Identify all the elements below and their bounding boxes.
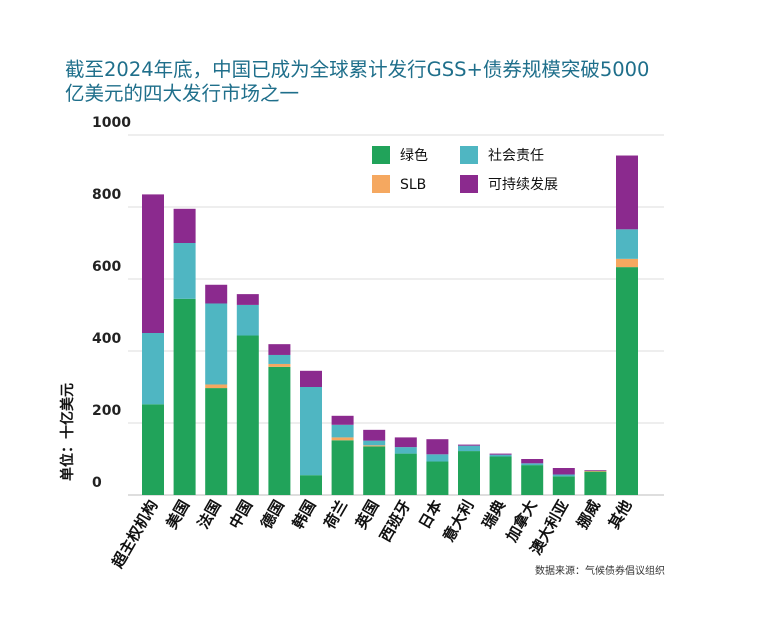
bar-segment: [426, 461, 449, 495]
bar-segment: [300, 475, 322, 495]
bar-segment: [584, 471, 607, 495]
bar-segment: [363, 446, 386, 495]
legend-label: 可持续发展: [488, 176, 558, 193]
x-category-label: 西班牙: [376, 497, 414, 545]
y-tick-label: 800: [92, 187, 121, 203]
bar-segment: [489, 454, 512, 457]
bar-segment: [331, 437, 354, 441]
bar-segment: [300, 387, 322, 476]
bar-segment: [394, 453, 417, 495]
chart-title-line-1: 截至2024年底，中国已成为全球累计发行GSS+债券规模突破5000: [65, 58, 650, 81]
bar-segment: [268, 354, 291, 364]
x-category-label: 其他: [605, 497, 636, 532]
bar-segment: [205, 388, 228, 495]
y-tick-label: 200: [92, 403, 121, 419]
y-tick-label: 400: [92, 331, 121, 347]
bar-segment: [552, 468, 575, 475]
x-category-label: 英国: [352, 497, 383, 532]
x-category-label: 德国: [257, 497, 288, 532]
bar-segment: [142, 404, 164, 495]
bar-segment: [300, 370, 322, 387]
bar-segment: [173, 208, 196, 243]
bar-segment: [205, 303, 228, 385]
bar-segment: [236, 335, 259, 495]
bar-segment: [205, 284, 228, 304]
bar-segment: [584, 470, 607, 472]
bar-segment: [363, 440, 386, 446]
y-tick-label: 0: [92, 475, 102, 491]
bar-segment: [426, 454, 449, 462]
bar-segment: [142, 194, 164, 333]
x-category-label: 法国: [194, 497, 225, 532]
bar-segment: [521, 465, 544, 495]
legend-label: 绿色: [400, 147, 428, 164]
bar-segment: [236, 304, 259, 336]
bar-segment: [521, 459, 544, 464]
bar-segment: [584, 470, 607, 471]
legend-swatch: [460, 175, 478, 193]
bar-segment: [394, 437, 417, 448]
bar-segment: [205, 384, 228, 389]
bar-segment: [458, 451, 480, 495]
legend-swatch: [460, 146, 478, 164]
bar-segment: [331, 424, 354, 438]
legend-swatch: [372, 175, 390, 193]
x-category-label: 意大利: [439, 497, 477, 545]
bar-segment: [521, 463, 544, 466]
x-category-label: 超主权机构: [108, 497, 162, 572]
bar-segment: [616, 267, 638, 495]
bar-segment: [268, 363, 291, 367]
legend-label: 社会责任: [488, 148, 544, 164]
bar-segment: [616, 258, 638, 268]
bar-segment: [616, 229, 638, 259]
bar-segment: [426, 439, 449, 455]
y-tick-label: 600: [92, 259, 121, 275]
y-axis-label: 单位：十亿美元: [59, 383, 76, 481]
data-source-note: 数据来源：气候债券倡议组织: [535, 566, 665, 577]
bar-segment: [489, 456, 512, 495]
bar-segment: [173, 243, 196, 299]
x-category-label: 挪威: [573, 497, 604, 532]
bar-segment: [268, 366, 291, 495]
bar-segment: [363, 429, 386, 441]
chart-title: 截至2024年底，中国已成为全球累计发行GSS+债券规模突破5000 亿美元的四…: [65, 58, 705, 106]
bar-segment: [331, 415, 354, 425]
x-category-label: 美国: [162, 497, 193, 532]
bar-segment: [268, 344, 291, 355]
legend-swatch: [372, 146, 390, 164]
x-category-label: 中国: [226, 497, 257, 532]
x-category-label: 荷兰: [320, 497, 351, 532]
x-category-label: 瑞典: [478, 497, 509, 532]
bar-segment: [331, 440, 354, 495]
bar-segment: [616, 155, 638, 230]
bar-segment: [142, 333, 164, 405]
y-tick-label: 1000: [92, 115, 131, 131]
chart-title-line-2: 亿美元的四大发行市场之一: [65, 82, 300, 105]
bar-segment: [363, 445, 386, 447]
bar-segment: [489, 453, 512, 455]
bar-segment: [394, 447, 417, 454]
x-category-label: 韩国: [289, 497, 320, 532]
bar-segment: [458, 444, 480, 446]
x-category-label: 日本: [415, 497, 446, 532]
bar-segment: [236, 294, 259, 305]
bar-segment: [173, 298, 196, 495]
bar-segment: [552, 476, 575, 495]
bar-segment: [552, 474, 575, 477]
bar-segment: [458, 445, 480, 452]
legend-label: SLB: [400, 177, 426, 193]
